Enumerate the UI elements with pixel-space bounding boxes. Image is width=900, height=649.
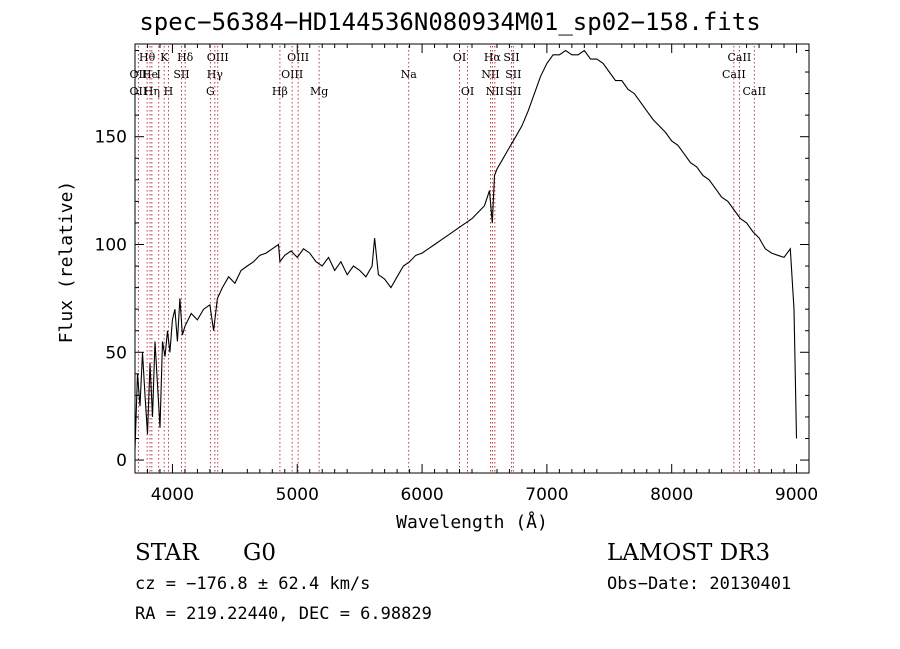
marker-label: K	[160, 51, 169, 64]
x-tick-label: 4000	[151, 485, 194, 505]
marker-label: Hη	[144, 85, 160, 98]
marker-label: He	[142, 68, 158, 81]
marker-label: Na	[401, 68, 418, 81]
flux-series	[134, 49, 798, 450]
x-tick-label: 8000	[650, 485, 693, 505]
marker-label: Hγ	[207, 68, 224, 81]
marker-label: OIII	[281, 68, 303, 81]
survey-name: LAMOST DR3	[607, 540, 771, 566]
marker-label: G	[206, 85, 215, 98]
marker-label: Hβ	[272, 85, 288, 98]
x-tick-label: 9000	[775, 485, 818, 505]
flux-line	[134, 49, 798, 450]
line-markers: OII OII Hθ He Hη KI SII H Hδ OIII Hγ G OIII OIII Hβ Mg N…	[130, 46, 766, 473]
marker-label: CaII	[728, 51, 752, 64]
marker-label: OI	[461, 85, 474, 98]
coordinates: RA = 219.22440, DEC = 6.98829	[135, 604, 432, 624]
x-axis-label: Wavelength (Å)	[396, 511, 548, 533]
x-tick-label: 7000	[525, 485, 568, 505]
marker-label: Hα	[484, 51, 502, 64]
marker-label: I	[157, 68, 161, 81]
marker-label: NII	[486, 85, 504, 98]
subclass: G0	[243, 540, 277, 566]
y-axis-label: Flux (relative)	[56, 181, 77, 344]
marker-label: OIII	[207, 51, 229, 64]
marker-label: Hδ	[177, 51, 194, 64]
y-tick-label: 0	[116, 451, 127, 471]
marker-label: CaII	[742, 85, 766, 98]
marker-label: SII	[505, 85, 521, 98]
marker-label: Mg	[310, 85, 328, 98]
marker-label: OII	[130, 85, 148, 98]
marker-label: H	[164, 85, 174, 98]
axis-ticks: 4000 5000 6000 7000 8000 9000 0 50 100 150	[95, 44, 818, 505]
x-tick-label: 5000	[276, 485, 319, 505]
y-tick-label: 150	[95, 128, 127, 148]
x-tick-label: 6000	[400, 485, 443, 505]
cz-value: cz = −176.8 ± 62.4 km/s	[135, 574, 371, 594]
obs-date: Obs−Date: 20130401	[607, 574, 792, 594]
marker-label: Hθ	[139, 51, 156, 64]
y-tick-label: 50	[105, 343, 127, 363]
marker-label: SII	[505, 68, 521, 81]
marker-label: OI	[453, 51, 466, 64]
object-class: STAR	[135, 540, 199, 566]
marker-label: SII	[173, 68, 189, 81]
marker-label: OII	[130, 68, 148, 81]
marker-label: SII	[503, 51, 519, 64]
marker-label: OIII	[287, 51, 309, 64]
y-tick-label: 100	[95, 235, 127, 255]
plot-frame	[134, 43, 810, 474]
marker-label: NII	[481, 68, 499, 81]
marker-label: CaII	[722, 68, 746, 81]
chart-title: spec−56384−HD144536N080934M01_sp02−158.f…	[139, 8, 761, 36]
